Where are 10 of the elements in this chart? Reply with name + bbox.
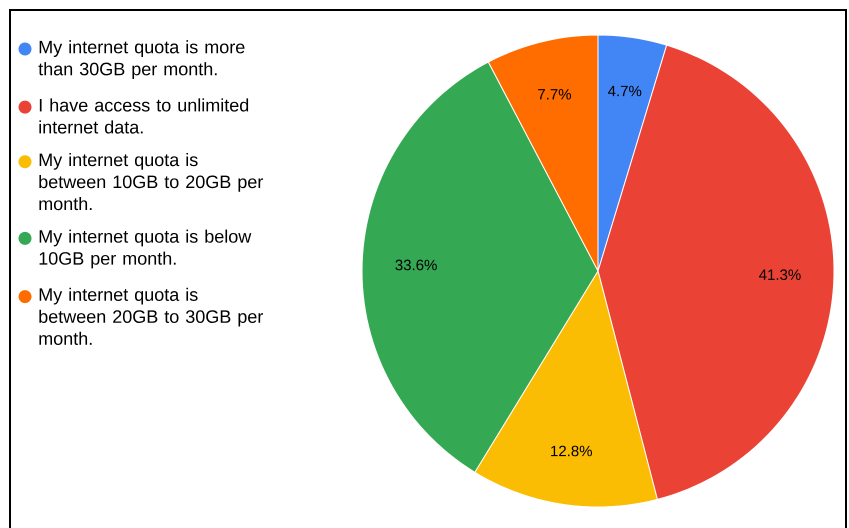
legend-label: My internet quota is below 10GB per month. — [40, 230, 252, 268]
legend-label: I have access to unlimited internet data. — [39, 98, 248, 134]
legend-label: My internet quota is between 10GB to 20GB per month. — [39, 152, 264, 210]
legend-label: My internet quota is between 20GB to 30GB per month. — [39, 288, 264, 345]
data-label: 41.3% — [759, 269, 801, 280]
legend-label: My internet quota is more than 30GB per month. — [38, 40, 244, 79]
data-label: 12.8% — [551, 446, 592, 456]
data-label: 7.7% — [538, 89, 572, 100]
data-label: 33.6% — [395, 260, 437, 270]
data-label: 4.7% — [608, 86, 642, 96]
